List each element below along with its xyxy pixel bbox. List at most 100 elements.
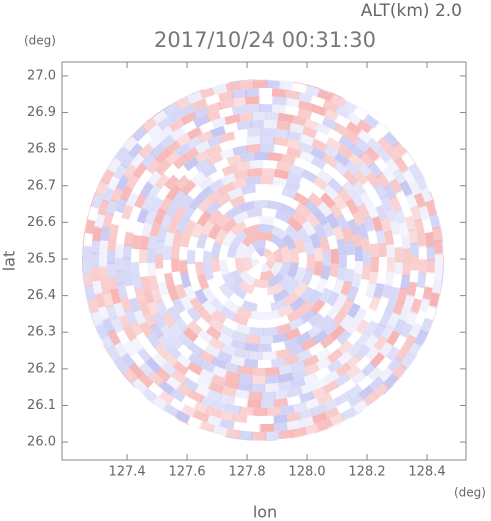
echo-cell bbox=[335, 329, 352, 346]
echo-cell bbox=[212, 83, 230, 95]
echo-cell bbox=[110, 316, 124, 334]
echo-cell bbox=[363, 320, 379, 337]
echo-cell bbox=[303, 239, 315, 257]
echo-cell bbox=[315, 356, 332, 371]
echo-cell bbox=[383, 183, 397, 201]
echo-cell bbox=[317, 302, 333, 319]
echo-cell bbox=[206, 277, 221, 295]
echo-cell bbox=[113, 300, 126, 318]
echo-cell bbox=[345, 383, 363, 399]
echo-cell bbox=[357, 385, 374, 401]
echo-cell bbox=[283, 337, 300, 350]
echo-cell bbox=[288, 316, 305, 331]
echo-cell bbox=[413, 285, 425, 302]
echo-cell bbox=[314, 347, 332, 362]
echo-cell bbox=[277, 372, 294, 383]
echo-cell bbox=[394, 157, 410, 174]
echo-cell bbox=[296, 320, 314, 336]
echo-cell bbox=[187, 263, 198, 279]
echo-cell bbox=[210, 309, 227, 325]
echo-cell bbox=[192, 409, 210, 423]
echo-cell bbox=[322, 108, 340, 123]
echo-cell bbox=[270, 357, 286, 368]
echo-cell bbox=[364, 283, 377, 300]
echo-cell bbox=[324, 275, 337, 292]
echo-cell bbox=[357, 203, 371, 221]
echo-cell bbox=[334, 114, 352, 129]
echo-cell bbox=[95, 179, 110, 197]
echo-cell bbox=[199, 86, 217, 99]
echo-cell bbox=[325, 212, 340, 230]
echo-cell bbox=[289, 247, 300, 264]
echo-cell bbox=[272, 422, 288, 432]
echo-cell bbox=[296, 184, 314, 200]
echo-cell bbox=[164, 150, 181, 167]
echo-cell bbox=[87, 204, 100, 222]
echo-cell bbox=[426, 245, 436, 261]
echo-cell bbox=[251, 240, 267, 251]
echo-cell bbox=[208, 178, 225, 193]
echo-cell bbox=[168, 322, 184, 339]
echo-cell bbox=[304, 199, 321, 216]
echo-cell bbox=[190, 170, 207, 186]
echo-cell bbox=[221, 272, 237, 290]
echo-cell bbox=[182, 377, 199, 392]
echo-cell bbox=[274, 168, 290, 180]
echo-cell bbox=[238, 280, 255, 295]
echo-cell bbox=[235, 257, 246, 275]
echo-cell bbox=[197, 307, 213, 324]
echo-cell bbox=[259, 135, 275, 145]
echo-cell bbox=[201, 299, 217, 316]
echo-cell bbox=[164, 173, 180, 191]
echo-cell bbox=[424, 231, 435, 248]
echo-cell bbox=[120, 151, 136, 169]
echo-cell bbox=[330, 248, 339, 264]
echo-cell bbox=[180, 102, 198, 117]
echo-cell bbox=[322, 250, 332, 267]
echo-cell bbox=[338, 314, 354, 331]
echo-cell bbox=[360, 237, 371, 253]
echo-cell bbox=[178, 245, 189, 261]
echo-cell bbox=[231, 104, 248, 115]
echo-cell bbox=[327, 234, 339, 251]
echo-cell bbox=[245, 423, 261, 432]
echo-cell bbox=[99, 265, 109, 282]
echo-cell bbox=[286, 130, 303, 142]
echo-cell bbox=[279, 80, 296, 91]
echo-cell bbox=[160, 212, 173, 230]
echo-cell bbox=[351, 180, 367, 197]
echo-cell bbox=[256, 359, 272, 368]
echo-cell bbox=[131, 376, 148, 394]
echo-cell bbox=[300, 337, 317, 352]
echo-cell bbox=[129, 336, 145, 353]
echo-cell bbox=[141, 117, 159, 133]
echo-cell bbox=[396, 287, 409, 304]
echo-cell bbox=[263, 120, 279, 129]
echo-cell bbox=[373, 182, 388, 200]
echo-cell bbox=[264, 366, 280, 376]
echo-cell bbox=[115, 174, 130, 192]
echo-cell bbox=[211, 116, 228, 129]
echo-cell bbox=[116, 282, 128, 299]
echo-cell bbox=[203, 236, 216, 253]
echo-cell bbox=[106, 345, 122, 363]
echo-cell bbox=[223, 378, 240, 390]
echo-cell bbox=[142, 341, 159, 359]
echo-cell bbox=[171, 297, 186, 314]
echo-cell bbox=[177, 332, 194, 349]
echo-cell bbox=[284, 278, 301, 296]
echo-cell bbox=[344, 267, 355, 284]
y-tick-label: 27.0 bbox=[27, 68, 56, 83]
echo-cell bbox=[328, 413, 346, 427]
echo-cell bbox=[381, 167, 397, 184]
echo-cell bbox=[297, 408, 315, 420]
x-tick-label: 127.8 bbox=[228, 465, 265, 480]
echo-cell bbox=[394, 247, 404, 263]
echo-cell bbox=[400, 234, 411, 251]
echo-cell bbox=[94, 212, 106, 229]
echo-cell bbox=[197, 175, 215, 191]
echo-cell bbox=[241, 232, 259, 248]
echo-cell bbox=[422, 218, 433, 235]
echo-cell bbox=[165, 200, 180, 218]
echo-cell bbox=[193, 114, 210, 128]
